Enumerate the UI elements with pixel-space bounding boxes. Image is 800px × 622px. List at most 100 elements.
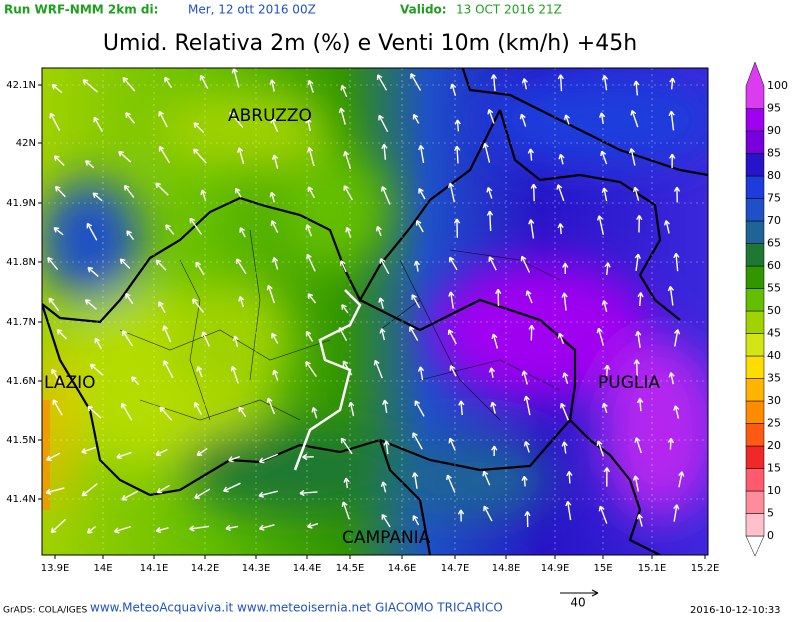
lon-label: 13.9E	[41, 563, 70, 574]
wind-arrow	[45, 487, 65, 495]
wind-arrow	[158, 110, 168, 128]
wind-arrow	[232, 335, 239, 348]
wind-arrow	[340, 84, 348, 98]
wind-arrow	[521, 475, 528, 487]
region-label: ABRUZZO	[228, 106, 312, 126]
wind-arrow	[600, 150, 608, 165]
wind-arrow	[271, 332, 279, 344]
wind-arrow	[302, 453, 314, 461]
colorbar-box	[745, 513, 765, 537]
wind-arrow	[338, 326, 348, 342]
wind-arrow	[156, 484, 170, 494]
wind-arrow	[634, 253, 641, 271]
wind-arrow	[488, 367, 496, 378]
wind-arrow	[122, 76, 136, 92]
colorbar-box	[745, 355, 765, 379]
wind-arrow	[596, 327, 605, 346]
colorbar-box	[745, 310, 765, 334]
colorbar-label: 80	[767, 169, 781, 182]
colorbar-label: 0	[767, 529, 774, 542]
wind-arrow	[223, 482, 241, 493]
wind-arrow	[87, 405, 102, 419]
wind-arrow	[125, 292, 134, 305]
wind-arrow	[382, 399, 389, 413]
wind-arrow	[195, 261, 205, 276]
wind-arrow	[447, 329, 457, 345]
wind-arrow	[299, 489, 318, 497]
wind-arrow	[307, 186, 315, 199]
wind-arrow	[486, 186, 493, 199]
wind-arrow	[85, 160, 95, 169]
wind-arrow	[668, 372, 675, 385]
scale-label: 40	[570, 596, 585, 610]
wind-arrow	[51, 368, 62, 385]
wind-arrow	[491, 333, 499, 349]
wind-arrow	[521, 370, 528, 385]
wind-arrow	[92, 192, 103, 202]
region-label: LAZIO	[44, 373, 96, 393]
wind-arrow	[412, 432, 423, 450]
wind-arrow	[669, 153, 676, 169]
region-label: PUGLIA	[598, 373, 660, 393]
wind-arrow	[52, 399, 63, 416]
wind-arrow	[556, 184, 565, 202]
wind-arrow	[381, 143, 388, 160]
wind-arrow	[307, 293, 317, 304]
wind-arrow	[375, 225, 382, 237]
scale-arrow-head	[591, 589, 599, 597]
lon-label: 15E	[593, 563, 612, 574]
wind-arrow	[490, 401, 497, 414]
colorbar-end	[745, 61, 765, 109]
lon-label: 14.9E	[541, 563, 570, 574]
wind-arrow	[376, 74, 388, 91]
grads-credit: GrADS: COLA/IGES	[3, 606, 87, 616]
colorbar-box	[745, 220, 765, 244]
colorbar-label: 5	[767, 507, 774, 520]
wind-arrow	[487, 108, 495, 124]
colorbar-label: 100	[767, 79, 788, 92]
lat-label: 41.9N	[6, 198, 36, 209]
wind-arrow	[238, 296, 245, 308]
wind-arrow	[630, 110, 639, 128]
wind-arrow	[307, 522, 319, 529]
wind-arrow	[446, 474, 456, 493]
lat-label: 41.5N	[6, 435, 36, 446]
lat-label: 42.1N	[6, 80, 36, 91]
wind-arrow	[663, 220, 671, 234]
colorbar-label: 40	[767, 349, 781, 362]
wind-arrow	[266, 397, 276, 415]
wind-arrow	[486, 210, 494, 232]
wind-arrow	[343, 150, 352, 170]
wind-arrow	[341, 501, 350, 520]
wind-arrow	[528, 324, 535, 341]
colorbar-label: 85	[767, 147, 781, 160]
wind-arrow	[159, 406, 173, 421]
wind-arrow	[495, 289, 502, 307]
wind-arrow	[454, 119, 461, 132]
colorbar-box	[745, 288, 765, 312]
wind-arrow	[46, 452, 61, 462]
wind-arrow	[119, 258, 131, 269]
wind-arrow	[340, 437, 353, 455]
wind-arrow	[483, 505, 493, 522]
lon-label: 14.4E	[293, 563, 322, 574]
wind-arrow	[488, 256, 497, 271]
lon-label: 15.2E	[691, 563, 720, 574]
wind-arrow	[603, 364, 611, 376]
colorbar-end	[745, 535, 765, 557]
wind-arrow	[272, 369, 279, 381]
wind-arrow	[409, 326, 419, 341]
map-frame	[41, 67, 709, 556]
wind-arrow	[559, 402, 569, 421]
wind-arrow	[457, 509, 465, 522]
colorbar-label: 20	[767, 439, 781, 452]
wind-arrow	[373, 359, 383, 379]
wind-arrow	[381, 513, 391, 528]
wind-arrow	[417, 366, 425, 381]
wind-arrow	[673, 329, 681, 347]
wind-arrow	[82, 79, 98, 93]
wind-arrow	[528, 219, 535, 239]
wind-arrow	[673, 252, 680, 272]
wind-arrow	[270, 117, 279, 132]
